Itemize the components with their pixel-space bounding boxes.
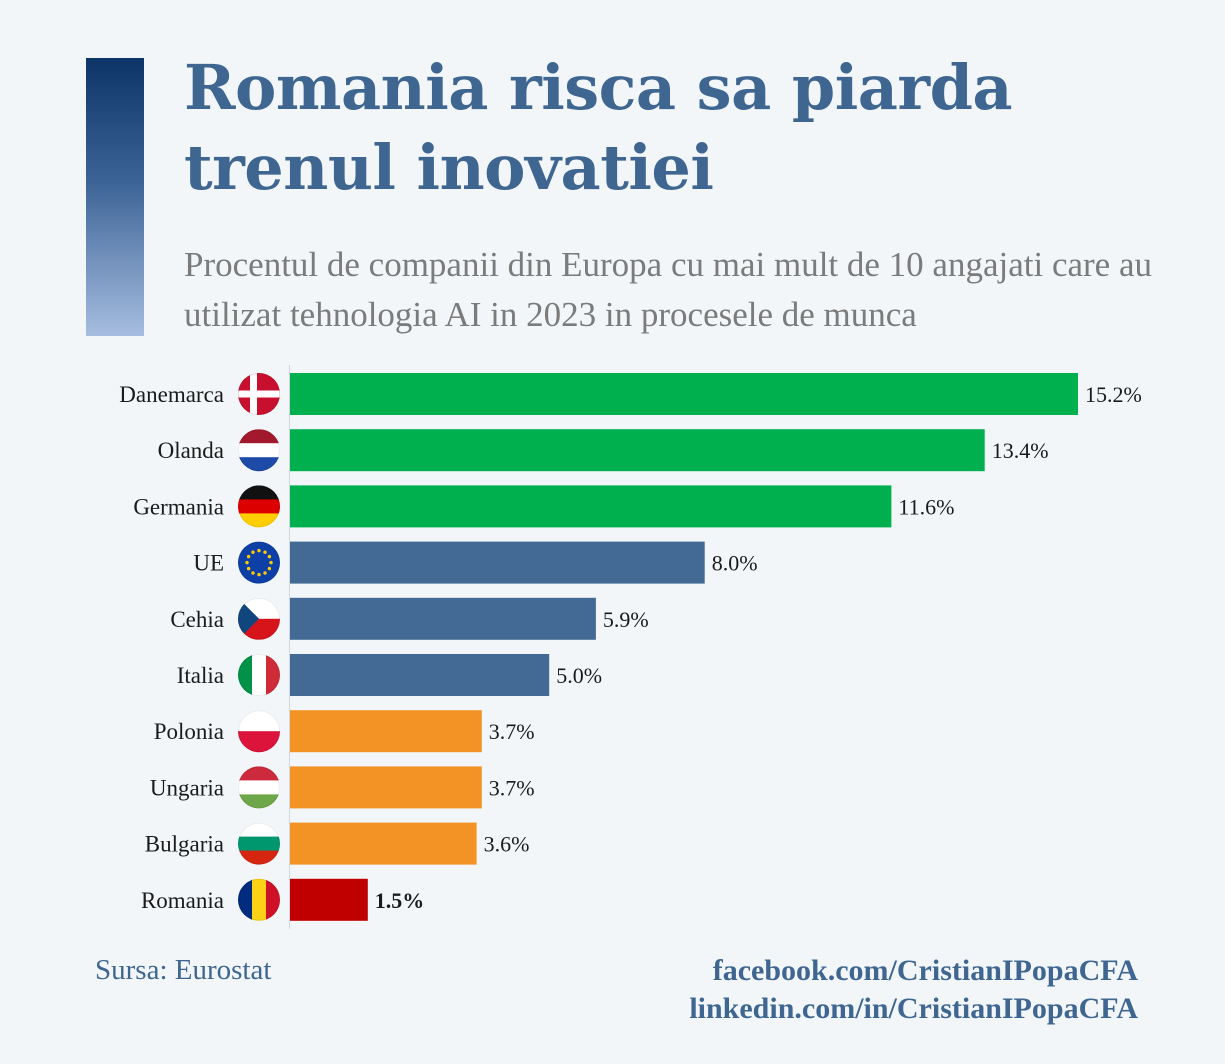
- bar-italia: [290, 654, 550, 696]
- page-subtitle: Procentul de companii din Europa cu mai …: [184, 245, 1153, 334]
- bar-cehia: [290, 597, 596, 640]
- value-label: 13.4%: [992, 438, 1049, 463]
- category-label: Danemarca: [119, 382, 224, 407]
- value-label: 3.7%: [489, 775, 535, 800]
- flag-bulgaria-icon: [238, 822, 280, 865]
- flag-czechia-icon: [238, 597, 280, 640]
- category-label: Italia: [177, 663, 224, 688]
- value-label: 1.5%: [375, 888, 425, 913]
- flag-eu-icon: [238, 541, 280, 584]
- bar-olanda: [290, 429, 985, 472]
- bar-romania: [290, 878, 368, 921]
- flag-hungary-icon: [238, 766, 280, 809]
- value-label: 11.6%: [898, 494, 954, 519]
- category-label: Bulgaria: [145, 832, 224, 857]
- flag-germany-icon: [238, 485, 280, 528]
- bar-danemarca: [290, 373, 1078, 415]
- bar-germania: [290, 485, 892, 528]
- value-label: 3.6%: [484, 832, 530, 857]
- bar-bulgaria: [290, 822, 477, 865]
- category-label: Polonia: [154, 719, 224, 744]
- bar-polonia: [290, 710, 482, 753]
- flag-denmark-icon: [238, 373, 280, 415]
- source-note: Sursa: Eurostat: [95, 954, 272, 986]
- bar-ungaria: [290, 766, 482, 809]
- flag-italy-icon: [238, 654, 280, 696]
- flag-netherlands-icon: [238, 429, 280, 472]
- linkedin-link[interactable]: linkedin.com/in/CristianIPopaCFA: [689, 992, 1138, 1025]
- category-label: Ungaria: [150, 775, 224, 800]
- bar-ue: [290, 541, 705, 584]
- category-label: Germania: [133, 494, 224, 519]
- flag-poland-icon: [238, 710, 280, 753]
- value-label: 5.0%: [556, 663, 602, 688]
- value-label: 15.2%: [1085, 382, 1142, 407]
- title-accent-bar: [86, 58, 144, 336]
- category-label: Olanda: [158, 438, 224, 463]
- value-label: 8.0%: [712, 551, 758, 576]
- flag-romania-icon: [238, 878, 280, 921]
- category-label: Cehia: [170, 607, 224, 632]
- facebook-link[interactable]: facebook.com/CristianIPopaCFA: [712, 954, 1138, 987]
- page-title: Romania risca sa piarda trenul inovatiei: [184, 51, 1013, 204]
- value-label: 3.7%: [489, 719, 535, 744]
- value-label: 5.9%: [603, 607, 649, 632]
- social-links: facebook.com/CristianIPopaCFA linkedin.c…: [689, 952, 1138, 1028]
- category-label: UE: [193, 551, 224, 576]
- category-label: Romania: [141, 888, 224, 913]
